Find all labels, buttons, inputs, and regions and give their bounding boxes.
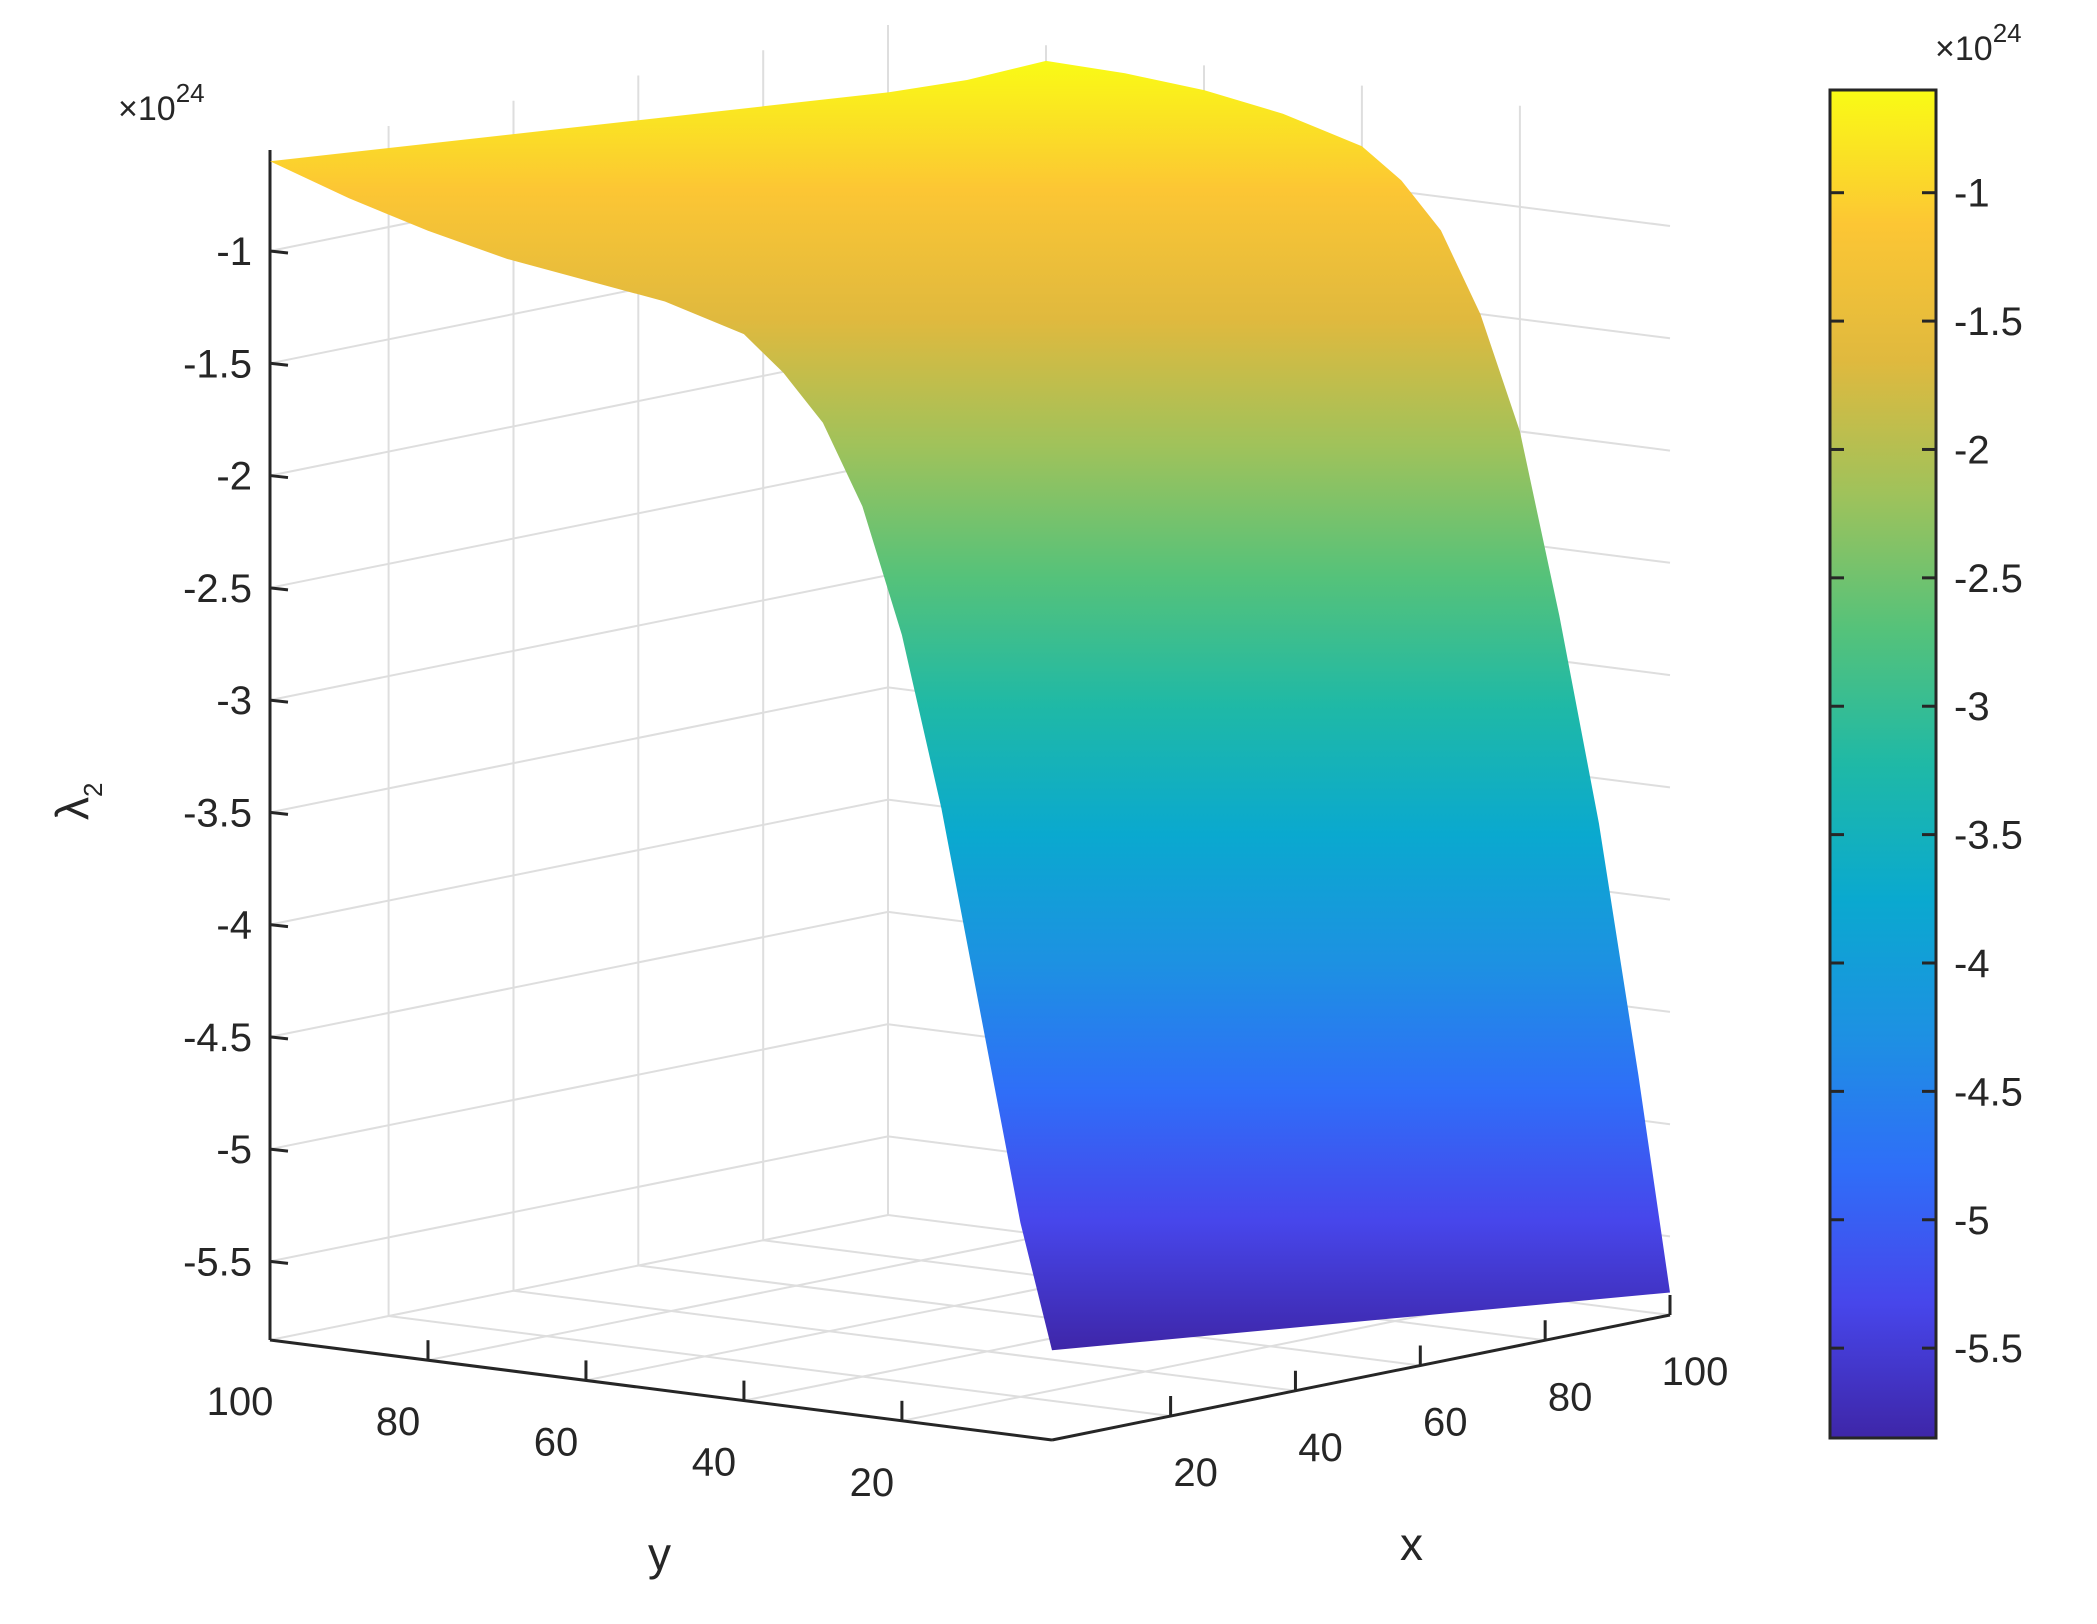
- x-tick-label: 20: [1173, 1451, 1218, 1495]
- x-axis-label: x: [1400, 1518, 1423, 1570]
- y-tick-label: 100: [207, 1380, 274, 1424]
- z-tick: [269, 474, 289, 480]
- z-tick-label: -5: [216, 1128, 252, 1172]
- colorbar-tick-label: -1.5: [1954, 300, 2023, 344]
- colorbar-tick-label: -2.5: [1954, 557, 2023, 601]
- z-tick: [269, 923, 289, 929]
- y-tick-label: 60: [534, 1420, 579, 1464]
- colorbar-tick-label: -2: [1954, 428, 1990, 472]
- z-tick-label: -1: [216, 230, 252, 274]
- y-tick-label: 40: [692, 1441, 737, 1485]
- z-tick-label: -2.5: [183, 567, 252, 611]
- z-exponent-label: ×1024: [118, 78, 205, 128]
- colorbar-tick-label: -5: [1954, 1199, 1990, 1243]
- z-tick-label: -4.5: [183, 1016, 252, 1060]
- x-axis-line: [1051, 1313, 1671, 1442]
- surface: [270, 60, 1670, 1351]
- colorbar-tick-label: -1: [1954, 172, 1990, 216]
- x-tick-label: 60: [1423, 1401, 1468, 1445]
- x-tick-label: 100: [1662, 1350, 1729, 1394]
- z-tick: [269, 586, 289, 592]
- y-tick-label: 80: [376, 1400, 421, 1444]
- z-tick: [269, 1259, 289, 1265]
- tick-labels: 20 40 60 80 100 20 40 60 80 100 -1 -1.5 -2 -2.5 -3 -3.5…: [183, 230, 1728, 1505]
- z-tick-label: -3: [216, 679, 252, 723]
- y-axis-line: [269, 1338, 1053, 1442]
- colorbar-tick-label: -4.5: [1954, 1070, 2023, 1114]
- colorbar-exponent-label: ×1024: [1935, 18, 2022, 68]
- z-tick-label: -2: [216, 455, 252, 499]
- x-tick-label: 80: [1548, 1375, 1593, 1419]
- z-tick: [269, 1147, 289, 1153]
- colorbar: -1 -1.5 -2 -2.5 -3 -3.5 -4 -4.5 -5 -5.5: [1828, 88, 2023, 1440]
- z-tick: [269, 1035, 289, 1041]
- z-tick: [269, 698, 289, 704]
- z-tick-label: -4: [216, 904, 252, 948]
- colorbar-gradient: [1828, 88, 1938, 1440]
- z-tick-label: -5.5: [183, 1240, 252, 1284]
- z-axis-label-sub: 2: [78, 783, 108, 797]
- y-axis-label: y: [648, 1528, 671, 1580]
- colorbar-tick-label: -3.5: [1954, 814, 2023, 858]
- x-tick-label: 40: [1298, 1426, 1343, 1470]
- z-tick-label: -1.5: [183, 342, 252, 386]
- axis-labels: x y λ2 ×1024 ×1024: [46, 18, 2022, 1580]
- y-tick-label: 20: [850, 1461, 895, 1505]
- z-tick: [269, 361, 289, 367]
- z-axis-label-main: λ: [46, 797, 98, 820]
- z-tick: [269, 810, 289, 816]
- surface-sheet: [270, 60, 1670, 1351]
- colorbar-tick-label: -4: [1954, 942, 1990, 986]
- z-tick: [269, 249, 289, 255]
- colorbar-tick-label: -3: [1954, 685, 1990, 729]
- axes: [268, 150, 1672, 1442]
- z-tick-label: -3.5: [183, 791, 252, 835]
- z-axis-label: λ2: [46, 783, 108, 820]
- colorbar-tick-label: -5.5: [1954, 1327, 2023, 1371]
